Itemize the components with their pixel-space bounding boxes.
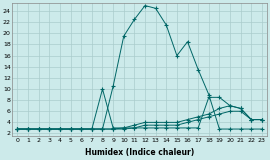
X-axis label: Humidex (Indice chaleur): Humidex (Indice chaleur) bbox=[85, 148, 194, 157]
